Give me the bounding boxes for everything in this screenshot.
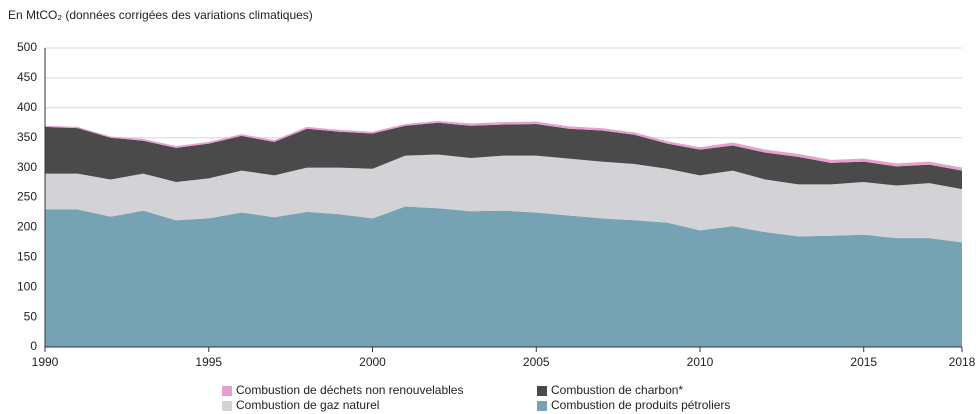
legend-label: Combustion de gaz naturel: [236, 398, 379, 412]
legend-swatch: [222, 386, 232, 396]
y-tick-label: 0: [30, 339, 37, 353]
y-tick-label: 500: [17, 40, 37, 54]
x-tick-label: 2010: [687, 355, 714, 369]
chart-title: En MtCO₂ (données corrigées des variatio…: [8, 8, 313, 22]
y-tick-label: 400: [17, 100, 37, 114]
legend-label: Combustion de produits pétroliers: [551, 398, 730, 412]
x-tick-label: 2018: [949, 355, 976, 369]
y-tick-label: 450: [17, 70, 37, 84]
area: [45, 206, 962, 347]
x-tick-label: 1995: [195, 355, 222, 369]
legend-label: Combustion de déchets non renouvelables: [236, 383, 463, 397]
legend-label: Combustion de charbon*: [551, 383, 683, 397]
legend-swatch: [537, 386, 547, 396]
y-tick-label: 150: [17, 249, 37, 263]
legend-swatch: [222, 401, 232, 411]
y-tick-label: 250: [17, 190, 37, 204]
y-tick-label: 200: [17, 220, 37, 234]
y-tick-label: 50: [24, 309, 38, 323]
x-tick-label: 2000: [359, 355, 386, 369]
y-tick-label: 300: [17, 160, 37, 174]
area: [45, 154, 962, 243]
x-tick-label: 2015: [850, 355, 877, 369]
y-tick-label: 100: [17, 279, 37, 293]
area: [45, 122, 962, 190]
x-tick-label: 1990: [32, 355, 59, 369]
y-tick-label: 350: [17, 130, 37, 144]
legend-swatch: [537, 401, 547, 411]
x-tick-label: 2005: [523, 355, 550, 369]
